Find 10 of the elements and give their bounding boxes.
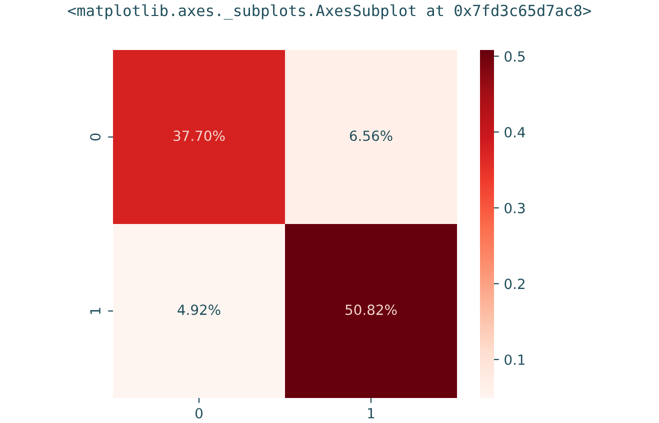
data-label: 6.56%: [350, 130, 392, 142]
data-label: 4.92%: [178, 304, 220, 316]
data-label: 37.70%: [174, 130, 225, 142]
color-bar-label: 0.2: [504, 278, 524, 290]
color-bar-label: 0.4: [504, 127, 526, 138]
color-bar-label: 0.1: [504, 354, 525, 365]
text: <matplotlib.axes._subplots.AxesSubplot at 0x7fd3c65d7ac8>: [68, 4, 591, 20]
color-bar-label: 0.3: [504, 202, 525, 214]
color-bar-label: 0.5: [504, 51, 525, 62]
data-label: 50.82%: [346, 304, 397, 316]
